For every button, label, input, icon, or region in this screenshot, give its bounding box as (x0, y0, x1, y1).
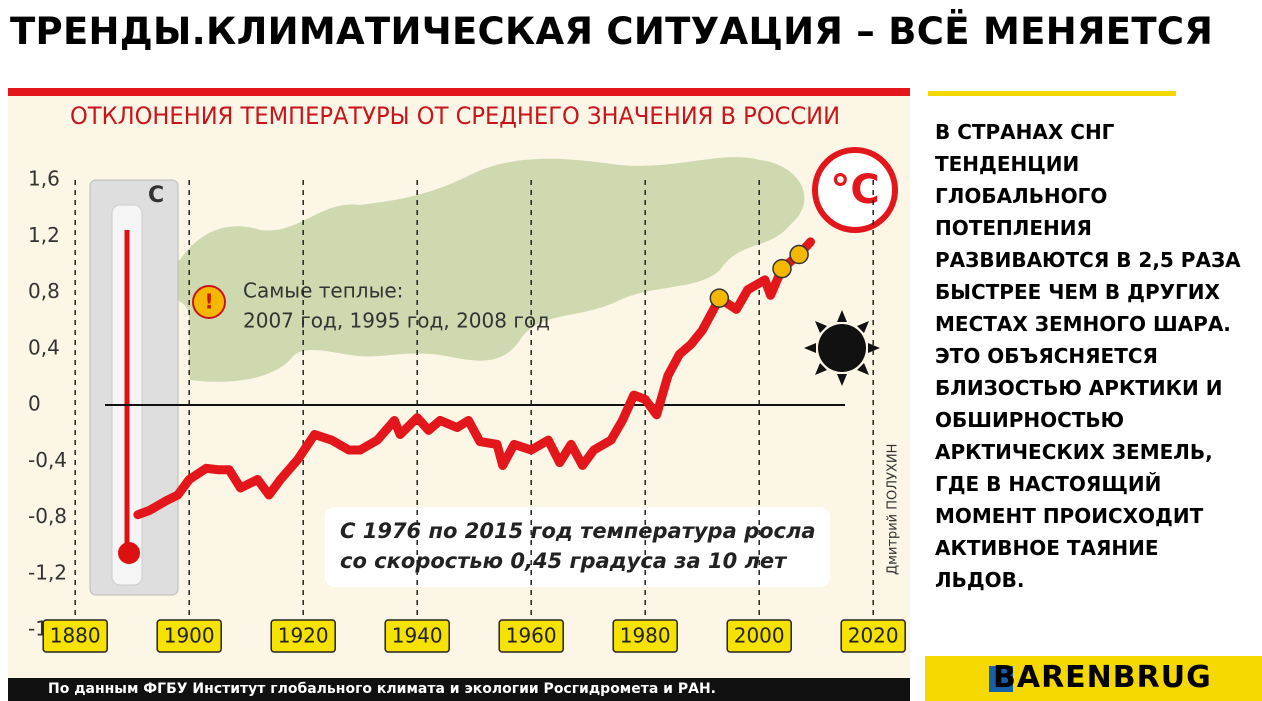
thermometer-bulb (118, 542, 140, 564)
annotation: 2007 год, 1995 год, 2008 год (243, 309, 550, 333)
side-text-line: ЭТО ОБЪЯСНЯЕТСЯ (935, 344, 1158, 368)
chart-title: ОТКЛОНЕНИЯ ТЕМПЕРАТУРЫ ОТ СРЕДНЕГО ЗНАЧЕ… (70, 102, 840, 130)
y-tick-label: -0,8 (28, 504, 67, 528)
badge-text: °C (830, 167, 879, 213)
logo: BARENBRUG (925, 656, 1262, 701)
x-tick-label: 1980 (620, 624, 671, 648)
chart: ОТКЛОНЕНИЯ ТЕМПЕРАТУРЫ ОТ СРЕДНЕГО ЗНАЧЕ… (8, 88, 910, 701)
side-text-line: МЕСТАХ ЗЕМНОГО ШАРА. (935, 312, 1231, 336)
annotation: С 1976 по 2015 год температура росла (340, 519, 816, 543)
x-tick-box (384, 619, 450, 653)
y-tick-label: 0,8 (28, 279, 60, 303)
side-text-line: АКТИВНОЕ ТАЯНИЕ (935, 536, 1159, 560)
slide-title: ТРЕНДЫ.КЛИМАТИЧЕСКАЯ СИТУАЦИЯ – ВСЁ МЕНЯ… (10, 10, 1214, 53)
side-text-line: ТЕНДЕНЦИИ (935, 152, 1080, 176)
side-text-line: БЛИЗОСТЬЮ АРКТИКИ И (935, 376, 1223, 400)
side-text-line: РАЗВИВАЮТСЯ В 2,5 РАЗА (935, 248, 1241, 272)
side-text-line: ПОТЕПЛЕНИЯ (935, 216, 1092, 240)
x-tick-box (42, 619, 108, 653)
side-text: В СТРАНАХ СНГ ТЕНДЕНЦИИ ГЛОБАЛЬНОГО ПОТЕПЛЕ… (935, 116, 1255, 596)
x-tick-box (156, 619, 222, 653)
x-tick-box (498, 619, 564, 653)
logo-text: BARENBRUG (993, 660, 1212, 695)
x-tick-box (840, 619, 906, 653)
author: Дмитрий ПОЛУХИН (886, 444, 901, 575)
y-tick-label: -1,2 (28, 560, 67, 584)
side-text-line: МОМЕНТ ПРОИСХОДИТ (935, 504, 1204, 528)
warm-year-marker (709, 288, 730, 308)
warm-icon-text: ! (204, 290, 213, 314)
accent-line (928, 91, 1176, 96)
x-tick-box (270, 619, 336, 653)
chart-top-band (8, 88, 910, 96)
thermometer-label: С (148, 183, 164, 208)
x-tick-label: 1940 (392, 624, 443, 648)
warm-year-marker (772, 258, 792, 279)
side-text-line: ГЛОБАЛЬНОГО (935, 184, 1108, 208)
x-tick-label: 2000 (734, 624, 785, 648)
side-text-line: ОБШИРНОСТЬЮ (935, 408, 1125, 432)
side-text-line: В СТРАНАХ СНГ (935, 120, 1115, 144)
x-tick-label: 2020 (848, 624, 899, 648)
source-band (8, 678, 910, 701)
logo-square (989, 666, 1013, 692)
warm-icon (192, 285, 226, 319)
russia-map (151, 157, 805, 382)
x-tick-box (726, 619, 792, 653)
x-tick-box (612, 619, 678, 653)
badge (812, 147, 898, 233)
side-text-line: ГДЕ В НАСТОЯЩИЙ (935, 472, 1162, 496)
x-tick-label: 1900 (164, 624, 215, 648)
y-tick-label: 1,6 (28, 167, 60, 191)
annotation: со скоростью 0,45 градуса за 10 лет (340, 549, 788, 573)
data-line (133, 237, 815, 520)
y-tick-label: 0 (28, 392, 41, 416)
x-tick-label: 1880 (50, 624, 101, 648)
y-tick-label: 1,2 (28, 223, 60, 247)
side-text-line: АРКТИЧЕСКИХ ЗЕМЕЛЬ, (935, 440, 1213, 464)
y-tick-label: -0,4 (28, 448, 67, 472)
logo-icon (989, 666, 1013, 692)
sun-icon (804, 310, 880, 386)
warm-year-marker (789, 244, 809, 265)
x-tick-label: 1960 (506, 624, 557, 648)
x-tick-label: 1920 (278, 624, 329, 648)
side-text-line: БЫСТРЕЕ ЧЕМ В ДРУГИХ (935, 280, 1220, 304)
side-text-line: ЛЬДОВ. (935, 568, 1025, 592)
annotation: Самые теплые: (243, 279, 403, 303)
y-tick-label: 0,4 (28, 335, 60, 359)
source: По данным ФГБУ Институт глобального клим… (48, 681, 716, 697)
note-box (325, 507, 830, 587)
